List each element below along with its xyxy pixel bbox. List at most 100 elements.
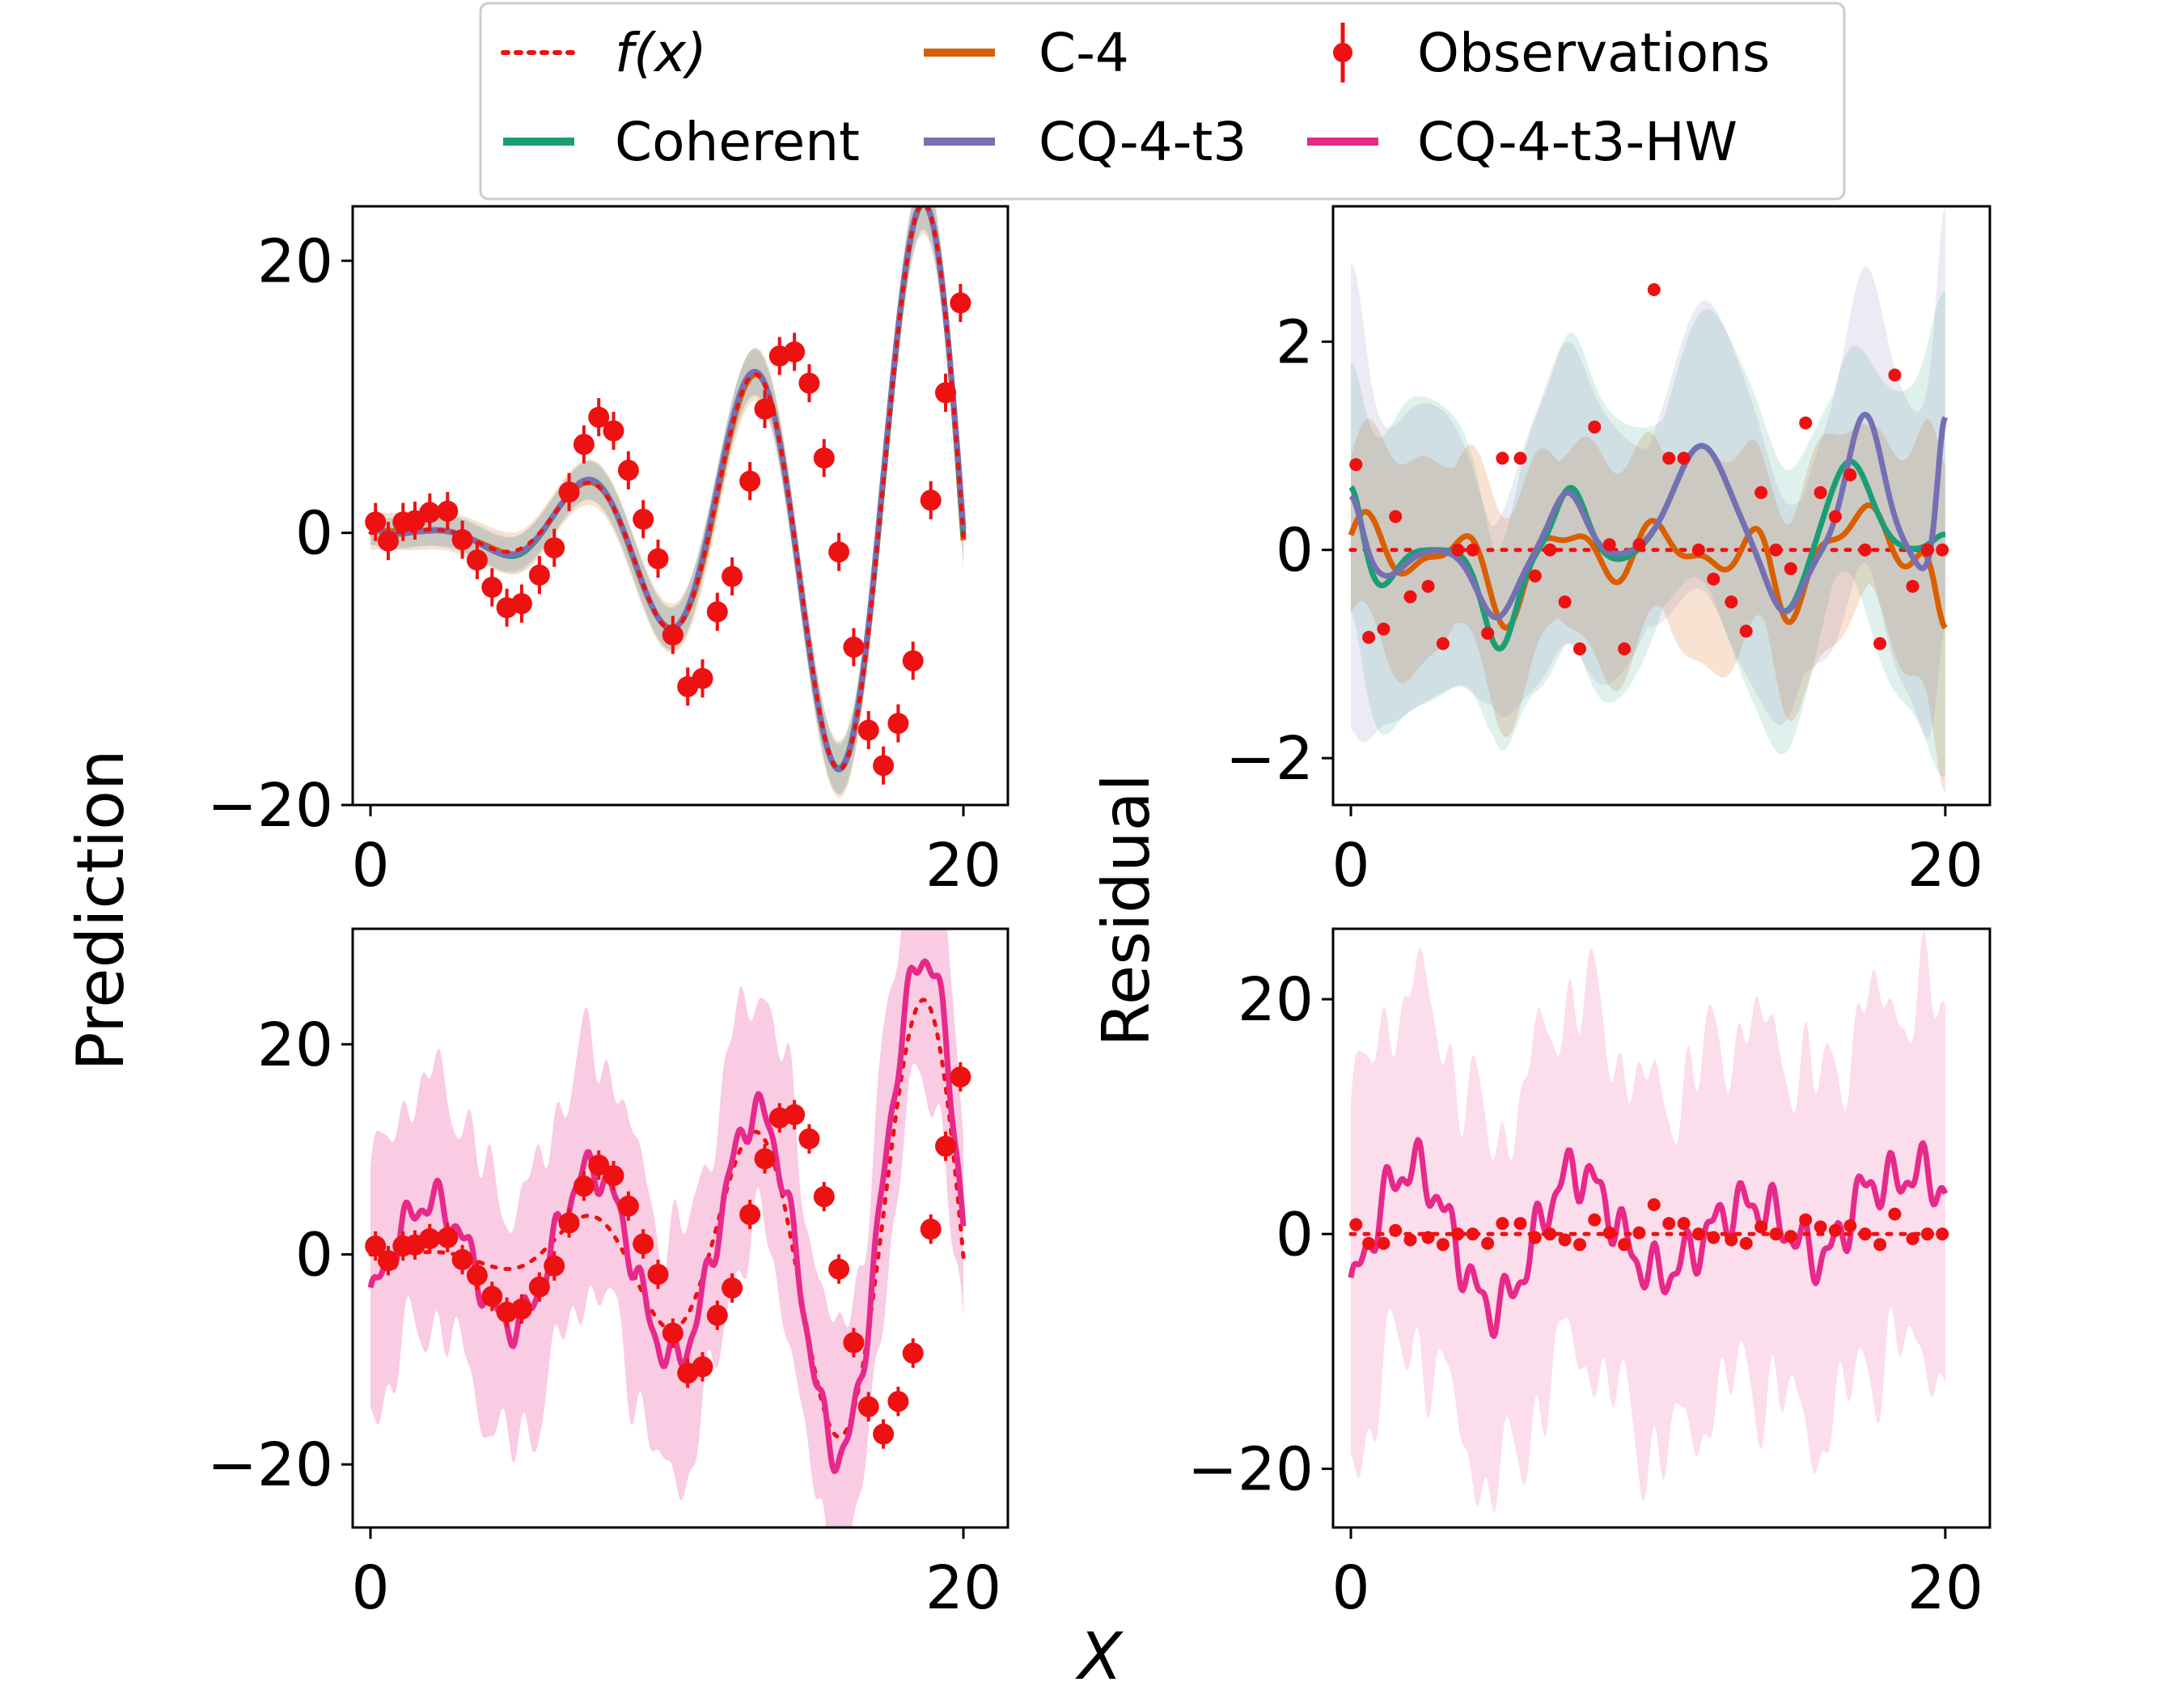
panel-top-left-prediction: 0 20 −20 0 20 (207, 205, 1009, 900)
observation-point (573, 1176, 595, 1197)
observation-point (365, 1235, 387, 1257)
observation-point (739, 470, 761, 492)
observation-point (437, 1227, 459, 1248)
observation-point (1436, 1238, 1450, 1252)
x-tick-label: 0 (1331, 831, 1369, 900)
observation-point (466, 549, 488, 571)
observations (1349, 283, 1949, 655)
observation-point (857, 719, 879, 741)
observation-point (857, 1396, 879, 1417)
panel-top-right-residual: 0 20−202 (1225, 205, 1991, 900)
observation-point (1389, 1223, 1403, 1237)
observation-point (1421, 579, 1435, 593)
legend-label-cq4t3: CQ-4-t3 (1039, 111, 1246, 173)
x-tick-label: 20 (1907, 831, 1983, 900)
observations (365, 1061, 971, 1449)
observation-point (706, 601, 728, 623)
y-tick-label: 2 (1276, 307, 1314, 377)
observation-point (419, 502, 441, 523)
observation-point (950, 1066, 971, 1088)
observation-point (1528, 1231, 1542, 1244)
observation-point (935, 382, 956, 404)
axes-frame (351, 205, 1009, 807)
observation-point (528, 1276, 550, 1298)
y-tick-label: −2 (1225, 724, 1314, 794)
axes-frame (1331, 205, 1991, 807)
observation-point (1906, 579, 1919, 593)
observation-point (1888, 1207, 1902, 1221)
observation-point (935, 1135, 956, 1157)
observation-point (902, 650, 924, 672)
observation-point (481, 576, 503, 598)
observation-point (1828, 510, 1842, 523)
observation-point (1362, 1236, 1376, 1250)
observation-point (481, 1286, 503, 1307)
observation-point (1558, 595, 1572, 608)
observation-point (1618, 1238, 1632, 1252)
observation-point (588, 406, 610, 428)
observation-point (692, 667, 713, 689)
observation-point (950, 292, 971, 314)
observation-point (873, 755, 895, 777)
observation-point (1754, 1220, 1768, 1234)
x-tick-label: 20 (925, 1553, 1001, 1623)
observation-point (1389, 510, 1403, 523)
observation-point (784, 341, 806, 362)
observation-point (528, 564, 550, 586)
observation-point (1739, 1236, 1753, 1250)
observation-point (920, 489, 942, 511)
observation-point (1588, 1213, 1602, 1227)
observation-point (1573, 1238, 1586, 1252)
observation-point (798, 1128, 820, 1150)
observation-point (510, 1299, 532, 1320)
observation-point (1769, 1227, 1783, 1241)
cq4t3-line (369, 206, 967, 773)
observation-point (1466, 543, 1479, 557)
fx-line (368, 206, 966, 772)
observation-point (437, 500, 459, 522)
legend: f(x) C-4 Observations Coherent CQ-4-t3 C… (479, 2, 1846, 201)
observation-point (1784, 561, 1797, 575)
ylabel-prediction: Prediction (63, 749, 138, 1070)
observation-point (706, 1304, 728, 1326)
observation-point (754, 398, 776, 420)
observation-point (1814, 485, 1827, 499)
observation-point (1632, 538, 1646, 552)
observation-point (1754, 485, 1768, 499)
observation-point (1466, 1227, 1479, 1241)
observation-point (784, 1104, 806, 1125)
observation-point (1814, 1220, 1827, 1234)
observation-point (558, 1212, 580, 1234)
hw-band (1351, 930, 1945, 1513)
observation-point (1602, 538, 1616, 552)
observation-point (1707, 572, 1721, 586)
y-tick-label: 0 (295, 499, 333, 569)
observation-point (1481, 1236, 1495, 1250)
observation-point (1799, 416, 1813, 430)
observation-point (1662, 451, 1676, 465)
observation-point (1920, 1227, 1934, 1241)
observation-point (1377, 1236, 1390, 1250)
observation-point (451, 529, 473, 550)
observation-point (739, 1204, 761, 1226)
observation-point (1403, 590, 1417, 604)
c4-band (370, 206, 963, 798)
legend-label-observations: Observations (1417, 22, 1770, 84)
observation-point (603, 420, 624, 442)
observation-point (1920, 543, 1934, 557)
observation-point (633, 508, 654, 530)
observations (365, 283, 971, 785)
observation-point (1843, 1219, 1857, 1233)
observation-point (1677, 451, 1691, 465)
observation-point (1543, 543, 1557, 557)
observation-point (1481, 626, 1495, 640)
y-tick-label: −20 (207, 1430, 333, 1500)
legend-label-c4: C-4 (1039, 22, 1129, 84)
observation-point (1602, 1226, 1616, 1239)
observation-point (633, 1233, 654, 1255)
observation-point (1632, 1226, 1646, 1239)
observation-point (722, 1277, 743, 1299)
observation-point (1691, 543, 1705, 557)
observation-point (1513, 451, 1527, 465)
